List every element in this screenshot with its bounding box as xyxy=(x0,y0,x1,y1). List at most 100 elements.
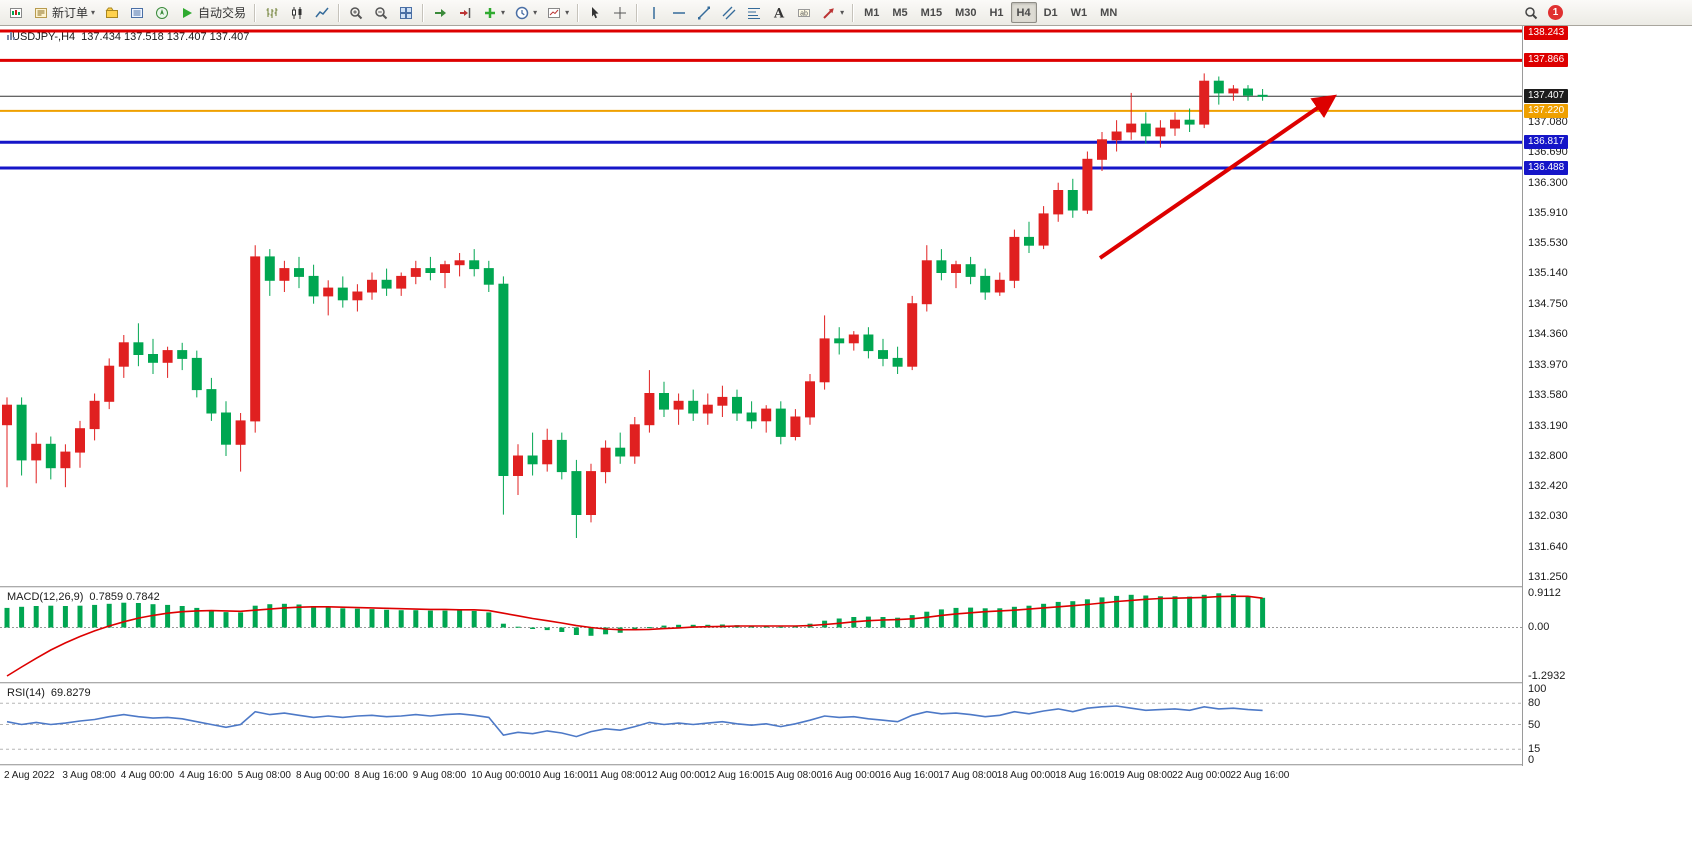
time-axis-label: 4 Aug 16:00 xyxy=(179,770,233,781)
axis-label: 134.360 xyxy=(1528,328,1568,341)
tile-windows-button[interactable] xyxy=(394,2,418,23)
macd-bar xyxy=(398,610,404,628)
autotrading-button[interactable]: 自动交易 xyxy=(175,2,250,23)
market-watch-button[interactable] xyxy=(125,2,149,23)
candle-body xyxy=(513,455,523,476)
candlestick-chart-button[interactable] xyxy=(285,2,309,23)
macd-bar xyxy=(48,605,54,628)
candle-body xyxy=(951,264,961,273)
horizontal-line-button[interactable] xyxy=(667,2,691,23)
crosshair-button[interactable] xyxy=(608,2,632,23)
macd-bar xyxy=(573,627,579,635)
candle-body xyxy=(454,260,465,266)
line-chart-button[interactable] xyxy=(310,2,334,23)
main-chart-panel[interactable]: USDJPY-,H4 137.434 137.518 137.407 137.4… xyxy=(0,26,1522,586)
macd-bar xyxy=(500,623,506,628)
macd-bar xyxy=(62,606,68,628)
auto-scroll-button[interactable] xyxy=(428,2,452,23)
macd-bar xyxy=(252,605,258,628)
text-button[interactable]: A xyxy=(767,2,791,23)
macd-bar xyxy=(281,603,287,628)
text-icon: A xyxy=(773,6,785,21)
axis-label: 134.750 xyxy=(1528,297,1568,310)
chart-shift-icon xyxy=(460,7,471,18)
main-chart-canvas[interactable] xyxy=(0,26,1522,586)
candle-body xyxy=(45,443,56,469)
candle-body xyxy=(571,471,582,516)
candle-body xyxy=(1155,127,1166,137)
macd-bar xyxy=(135,603,141,628)
macd-bar xyxy=(603,627,609,635)
timeframe-H4[interactable]: H4 xyxy=(1010,2,1037,23)
macd-panel[interactable]: MACD(12,26,9) 0.7859 0.7842 xyxy=(0,588,1522,682)
candle-body xyxy=(542,439,553,465)
channel-button[interactable] xyxy=(717,2,741,23)
timeframe-M1[interactable]: M1 xyxy=(864,6,880,19)
trend-arrow[interactable] xyxy=(1098,94,1337,260)
zoom-in-button[interactable] xyxy=(344,2,368,23)
horizontal-lines-layer[interactable] xyxy=(0,29,1522,170)
new-chart-button[interactable] xyxy=(4,2,28,23)
periods-button[interactable]: ▾ xyxy=(510,2,541,23)
profiles-button[interactable] xyxy=(100,2,124,23)
price-badge: 137.866 xyxy=(1524,53,1569,68)
macd-bar xyxy=(340,608,346,628)
candle-body xyxy=(104,365,115,402)
text-label-button[interactable]: ab xyxy=(792,2,816,23)
candle-body xyxy=(659,393,669,410)
panel-divider[interactable] xyxy=(0,764,1692,766)
rsi-canvas[interactable] xyxy=(0,684,1522,764)
candles-layer xyxy=(2,73,1268,538)
cursor-button[interactable] xyxy=(583,2,607,23)
new-order-button[interactable]: 新订单 ▾ xyxy=(29,2,99,23)
axis-label: 135.910 xyxy=(1528,207,1568,220)
fibonacci-button[interactable] xyxy=(742,2,766,23)
trendline-button[interactable] xyxy=(692,2,716,23)
timeframe-M15[interactable]: M15 xyxy=(920,6,943,19)
candle-body xyxy=(133,342,144,355)
rsi-line xyxy=(6,705,1263,738)
macd-bar xyxy=(690,624,696,628)
panel-divider[interactable] xyxy=(0,586,1692,588)
toolbar-separator xyxy=(338,3,341,22)
timeframe-W1[interactable]: W1 xyxy=(1070,6,1088,19)
axis-label: 100 xyxy=(1528,683,1547,695)
chevron-down-icon: ▾ xyxy=(533,7,538,17)
zoom-out-button[interactable] xyxy=(369,2,393,23)
candle-body xyxy=(702,404,713,414)
rsi-panel[interactable]: RSI(14) 69.8279 xyxy=(0,684,1522,764)
macd-bar xyxy=(325,607,331,628)
timeframe-H1[interactable]: H1 xyxy=(989,6,1004,19)
macd-bar xyxy=(1114,595,1120,628)
arrows-button[interactable]: ▾ xyxy=(817,2,848,23)
panel-divider[interactable] xyxy=(0,682,1692,684)
time-axis[interactable]: 2 Aug 2022 3 Aug 08:00 4 Aug 00:00 4 Aug 16… xyxy=(0,766,1692,790)
macd-canvas[interactable] xyxy=(0,588,1522,682)
bar-chart-button[interactable] xyxy=(260,2,284,23)
timeframe-D1[interactable]: D1 xyxy=(1043,6,1058,19)
vertical-line-button[interactable] xyxy=(642,2,666,23)
navigator-button[interactable] xyxy=(150,2,174,23)
rsi-value: 69.8279 xyxy=(50,687,91,699)
timeframe-M5[interactable]: M5 xyxy=(892,6,908,19)
timeframe-M30[interactable]: M30 xyxy=(955,6,977,19)
axis-label: 132.420 xyxy=(1528,479,1568,492)
templates-button[interactable]: ▾ xyxy=(542,2,573,23)
macd-values: 0.7859 0.7842 xyxy=(89,591,160,603)
candle-body xyxy=(2,404,12,426)
search-button[interactable] xyxy=(1519,2,1543,23)
price-axis[interactable]: 137.080 136.690 136.300 135.910 135.530 135.1… xyxy=(1522,26,1692,766)
candle-body xyxy=(863,334,874,352)
chart-shift-button[interactable] xyxy=(453,2,477,23)
timeframe-MN[interactable]: MN xyxy=(1100,6,1118,19)
macd-bar xyxy=(895,617,901,628)
candle-body xyxy=(337,287,348,301)
candle-body xyxy=(381,279,392,289)
notification-badge[interactable]: 1 xyxy=(1548,5,1563,20)
indicators-button[interactable]: ▾ xyxy=(478,2,509,23)
axis-label: 133.580 xyxy=(1528,389,1568,402)
toolbar-separator xyxy=(422,3,425,22)
chevron-down-icon: ▾ xyxy=(501,7,506,17)
candle-body xyxy=(498,283,509,477)
